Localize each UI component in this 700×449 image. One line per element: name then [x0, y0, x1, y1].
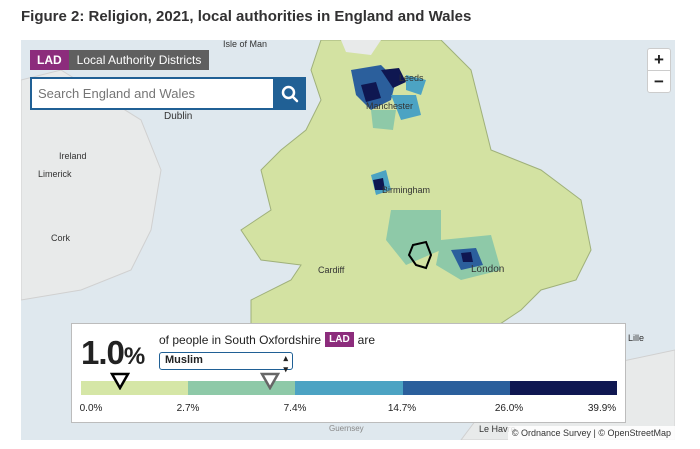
place-label-ireland: Ireland: [59, 151, 87, 161]
search-button[interactable]: [273, 77, 306, 110]
lad-badge: LAD: [30, 50, 69, 70]
info-sentence: of people in South Oxfordshire LAD are: [159, 332, 375, 347]
value-unit: %: [123, 343, 145, 370]
selected-area-marker-icon: [110, 372, 130, 390]
place-label-lille: Lille: [628, 333, 645, 343]
place-label-isle-of-man: Isle of Man: [223, 40, 268, 49]
zoom-out-button[interactable]: −: [648, 70, 670, 92]
legend-bin-3: [295, 381, 403, 395]
place-label-london: London: [471, 264, 505, 275]
search-box: [30, 77, 306, 110]
legend-tick-2: 7.4%: [283, 403, 307, 414]
legend-bin-4: [402, 381, 510, 395]
value-number: 1.0: [81, 334, 125, 371]
legend-bin-1: [81, 381, 189, 395]
thames-valley: [386, 210, 441, 265]
legend-ticks: 0.0% 2.7% 7.4% 14.7% 26.0% 39.9%: [72, 403, 627, 417]
place-label-birmingham: Birmingham: [382, 185, 431, 195]
legend-tick-4: 26.0%: [494, 403, 524, 414]
religion-select[interactable]: Muslim ▴ ▾: [159, 352, 293, 374]
zoom-control: + −: [647, 48, 671, 93]
legend-tick-3: 14.7%: [387, 403, 417, 414]
place-label-guernsey: Guernsey: [329, 424, 364, 433]
religion-select-value: Muslim: [165, 354, 203, 366]
search-icon: [281, 85, 298, 102]
search-input[interactable]: [32, 79, 273, 108]
place-label-le-havre: Le Havre: [479, 424, 516, 434]
sentence-text-after: are: [357, 332, 376, 347]
london-cluster: [436, 235, 501, 280]
place-label-leeds: Leeds: [399, 73, 424, 83]
northwest-cluster: [351, 65, 426, 130]
place-label-cardiff: Cardiff: [318, 265, 345, 275]
geography-level-tag: LAD Local Authority Districts: [30, 50, 210, 70]
legend-tick-0: 0.0%: [79, 403, 103, 414]
selected-value: 1.0%: [81, 334, 145, 372]
legend-tick-5: 39.9%: [587, 403, 617, 414]
zoom-in-button[interactable]: +: [654, 50, 664, 69]
map-attribution: © Ordnance Survey | © OpenStreetMap: [507, 426, 675, 440]
info-panel: 1.0% of people in South Oxfordshire LAD …: [71, 323, 626, 423]
south-oxfordshire-outline: [407, 240, 433, 270]
place-label-limerick: Limerick: [38, 169, 72, 179]
place-label-manchester: Manchester: [366, 101, 414, 111]
lad-description: Local Authority Districts: [68, 50, 210, 70]
color-legend: [81, 381, 618, 395]
legend-tick-1: 2.7%: [176, 403, 200, 414]
legend-bin-5: [509, 381, 618, 395]
scotland-landmass: [341, 40, 381, 55]
sentence-lad-badge: LAD: [325, 332, 354, 347]
figure-title: Figure 2: Religion, 2021, local authorit…: [21, 8, 472, 25]
place-label-cork: Cork: [51, 233, 71, 243]
sentence-text-before: of people in South Oxfordshire: [159, 332, 322, 347]
select-arrows-icon: ▴ ▾: [283, 353, 288, 374]
average-marker-icon: [260, 372, 280, 390]
choropleth-map[interactable]: LAD Local Authority Districts + − Isle o…: [21, 40, 675, 440]
place-label-dublin: Dublin: [164, 111, 193, 122]
